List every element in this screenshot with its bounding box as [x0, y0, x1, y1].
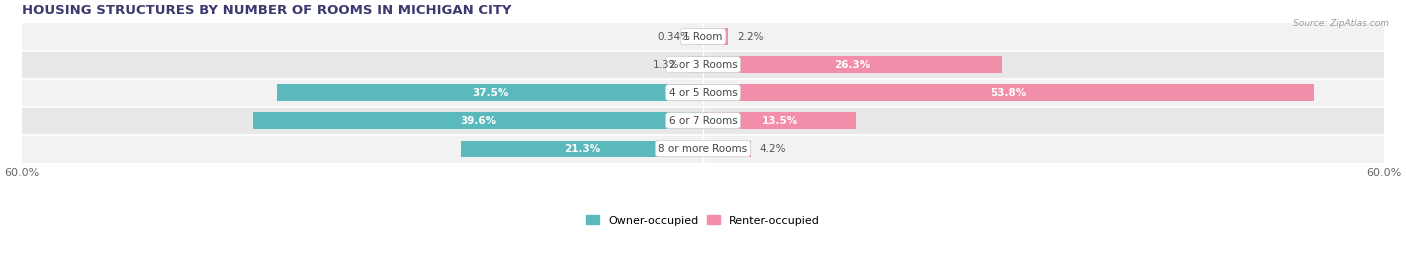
Text: 4 or 5 Rooms: 4 or 5 Rooms	[669, 88, 737, 98]
Bar	[21, 135, 1385, 163]
Text: 8 or more Rooms: 8 or more Rooms	[658, 144, 748, 154]
Bar	[21, 51, 1385, 79]
Bar	[703, 112, 856, 129]
Bar	[699, 29, 703, 45]
Bar	[253, 112, 703, 129]
Bar	[21, 23, 1385, 51]
Text: 53.8%: 53.8%	[990, 88, 1026, 98]
Text: 13.5%: 13.5%	[762, 116, 797, 126]
Bar	[703, 84, 1313, 101]
Text: 2 or 3 Rooms: 2 or 3 Rooms	[669, 59, 737, 70]
Text: 4.2%: 4.2%	[759, 144, 786, 154]
Bar	[21, 79, 1385, 107]
Legend: Owner-occupied, Renter-occupied: Owner-occupied, Renter-occupied	[581, 211, 825, 230]
Text: HOUSING STRUCTURES BY NUMBER OF ROOMS IN MICHIGAN CITY: HOUSING STRUCTURES BY NUMBER OF ROOMS IN…	[21, 4, 512, 17]
Text: 0.34%: 0.34%	[657, 31, 690, 41]
Text: 37.5%: 37.5%	[472, 88, 509, 98]
Text: 1 Room: 1 Room	[683, 31, 723, 41]
Bar	[703, 29, 728, 45]
Text: 26.3%: 26.3%	[834, 59, 870, 70]
Bar	[703, 56, 1001, 73]
Bar	[277, 84, 703, 101]
Bar	[21, 107, 1385, 135]
Text: Source: ZipAtlas.com: Source: ZipAtlas.com	[1294, 19, 1389, 28]
Bar	[689, 56, 703, 73]
Text: 2.2%: 2.2%	[737, 31, 763, 41]
Text: 21.3%: 21.3%	[564, 144, 600, 154]
Text: 1.3%: 1.3%	[652, 59, 679, 70]
Bar	[703, 140, 751, 157]
Bar	[461, 140, 703, 157]
Text: 6 or 7 Rooms: 6 or 7 Rooms	[669, 116, 737, 126]
Text: 39.6%: 39.6%	[460, 116, 496, 126]
